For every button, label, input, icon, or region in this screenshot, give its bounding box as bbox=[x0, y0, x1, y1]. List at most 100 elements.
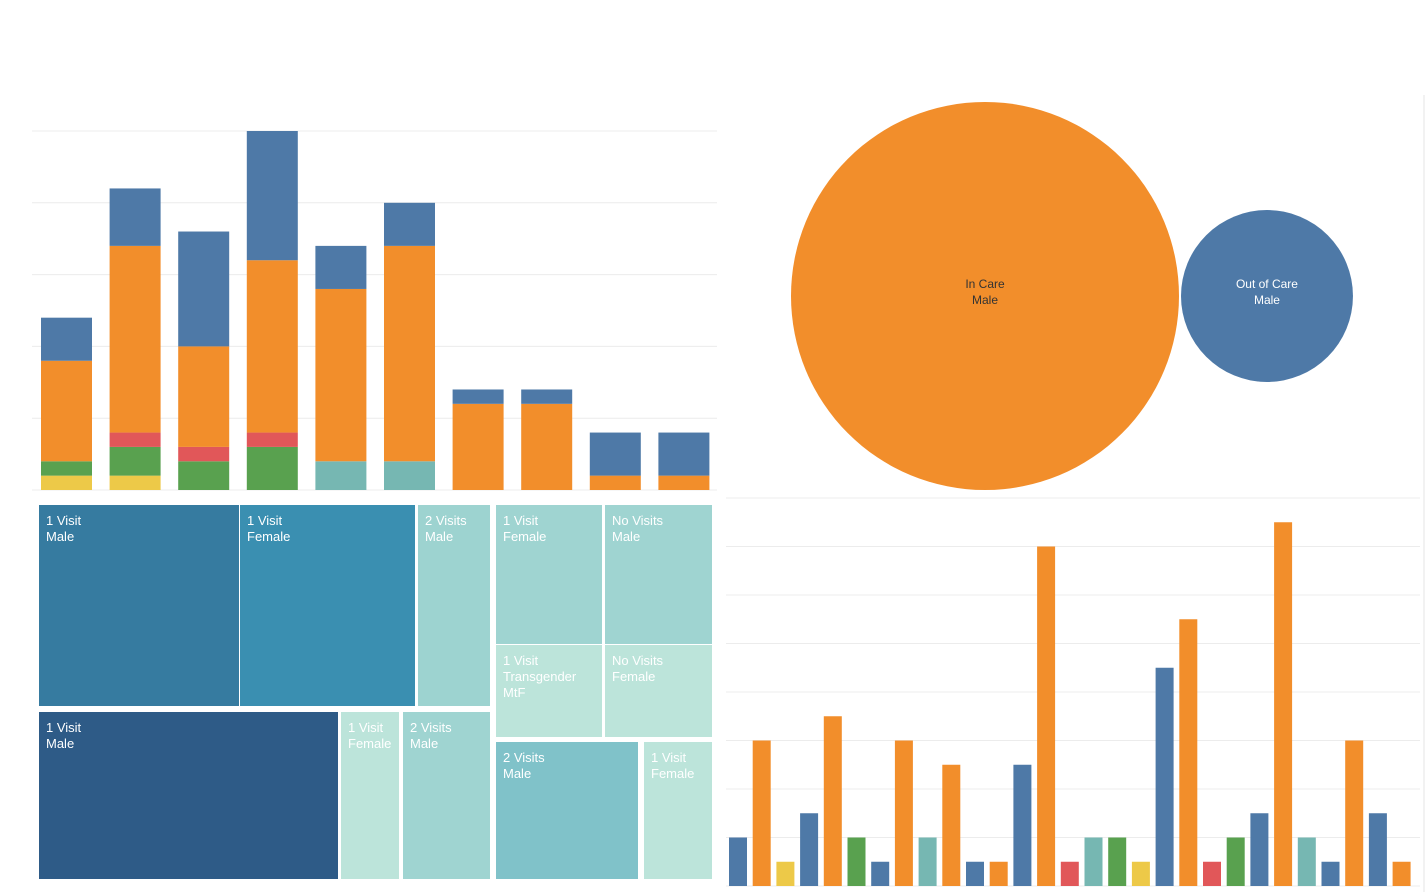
bar-segment bbox=[178, 231, 230, 347]
bar-segment bbox=[109, 432, 161, 447]
bar-segment bbox=[109, 475, 161, 490]
bar-segment bbox=[246, 432, 298, 447]
bar-segment bbox=[452, 389, 504, 404]
bubble bbox=[1181, 210, 1353, 382]
bar bbox=[823, 716, 842, 886]
bar bbox=[1155, 667, 1174, 886]
bar bbox=[1203, 861, 1221, 886]
bar-segment bbox=[452, 403, 504, 490]
tile-label: 2 Visits bbox=[425, 513, 467, 528]
bar bbox=[1297, 837, 1316, 886]
treemap-tile bbox=[240, 505, 415, 706]
tile-label: 2 Visits bbox=[503, 750, 545, 765]
bar bbox=[1392, 861, 1411, 886]
bar-segment bbox=[315, 245, 367, 289]
treemap-tile bbox=[418, 505, 490, 706]
bar bbox=[1368, 813, 1387, 886]
bubble bbox=[791, 102, 1179, 490]
bar-segment bbox=[41, 317, 92, 361]
tile-label: Male bbox=[410, 736, 438, 751]
tile-label: 1 Visit bbox=[348, 720, 384, 735]
tile-label: No Visits bbox=[612, 513, 664, 528]
bar bbox=[871, 861, 890, 886]
treemap-tile bbox=[341, 712, 399, 879]
bar bbox=[752, 740, 771, 886]
bubble-label: In Care bbox=[965, 277, 1005, 291]
bar-segment bbox=[246, 131, 298, 261]
bar bbox=[1060, 861, 1079, 886]
tile-label: 2 Visits bbox=[410, 720, 452, 735]
bar-segment bbox=[521, 389, 573, 404]
bar-segment bbox=[384, 245, 435, 462]
bubble-label: Out of Care bbox=[1236, 277, 1298, 291]
tile-label: Female bbox=[651, 766, 694, 781]
bar bbox=[1345, 740, 1364, 886]
tile-label: 1 Visit bbox=[46, 513, 82, 528]
bar-segment bbox=[589, 432, 641, 476]
bar bbox=[1274, 522, 1293, 886]
bar bbox=[1250, 813, 1269, 886]
treemap-tile bbox=[605, 645, 712, 737]
bar-segment bbox=[384, 202, 435, 246]
bar bbox=[800, 813, 819, 886]
tile-label: 1 Visit bbox=[247, 513, 283, 528]
bar-segment bbox=[384, 461, 435, 490]
bar-segment bbox=[658, 432, 710, 476]
bar-segment bbox=[315, 461, 367, 490]
tile-label: Transgender bbox=[503, 669, 577, 684]
bar bbox=[894, 740, 913, 886]
treemap-tile bbox=[496, 742, 638, 879]
bar-segment bbox=[246, 446, 298, 490]
tile-label: 1 Visit bbox=[651, 750, 687, 765]
bar-segment bbox=[109, 188, 161, 246]
bar-segment bbox=[178, 346, 230, 447]
treemap-tile bbox=[39, 712, 338, 879]
bar-segment bbox=[246, 260, 298, 433]
bar-segment bbox=[521, 403, 573, 490]
bar-segment bbox=[41, 461, 92, 476]
bubble-label: Male bbox=[972, 293, 998, 307]
bar bbox=[918, 837, 937, 886]
bar-segment bbox=[315, 288, 367, 462]
bar bbox=[942, 764, 961, 886]
tile-label: MtF bbox=[503, 685, 525, 700]
bar bbox=[1321, 861, 1340, 886]
tile-label: No Visits bbox=[612, 653, 664, 668]
treemap-tile bbox=[403, 712, 490, 879]
treemap-tile bbox=[605, 505, 712, 644]
treemap-tile bbox=[644, 742, 712, 879]
bar bbox=[1084, 837, 1103, 886]
bar bbox=[1179, 619, 1198, 886]
tile-label: Male bbox=[425, 529, 453, 544]
tile-label: Female bbox=[247, 529, 290, 544]
bar bbox=[1037, 546, 1056, 886]
bar bbox=[1226, 837, 1245, 886]
bar-segment bbox=[658, 475, 710, 490]
bar-segment bbox=[41, 475, 92, 490]
bar-segment bbox=[178, 446, 230, 462]
tile-label: 1 Visit bbox=[46, 720, 82, 735]
bar-segment bbox=[178, 461, 230, 490]
bar bbox=[847, 837, 866, 886]
tile-label: Female bbox=[503, 529, 546, 544]
tile-label: Female bbox=[612, 669, 655, 684]
bar bbox=[966, 861, 984, 886]
bar bbox=[776, 861, 795, 886]
bar-segment bbox=[589, 475, 641, 490]
tile-label: 1 Visit bbox=[503, 513, 539, 528]
bar bbox=[1013, 764, 1032, 886]
tile-label: Male bbox=[612, 529, 640, 544]
tile-label: 1 Visit bbox=[503, 653, 539, 668]
tile-label: Male bbox=[503, 766, 531, 781]
bar-segment bbox=[109, 446, 161, 476]
treemap-tile bbox=[496, 645, 602, 737]
treemap-tile bbox=[496, 505, 602, 644]
bar bbox=[1131, 861, 1150, 886]
tile-label: Male bbox=[46, 736, 74, 751]
bar bbox=[989, 861, 1008, 886]
bar-segment bbox=[109, 245, 161, 433]
treemap-tile bbox=[39, 505, 239, 706]
bar-segment bbox=[41, 360, 92, 462]
bubble-label: Male bbox=[1254, 293, 1280, 307]
